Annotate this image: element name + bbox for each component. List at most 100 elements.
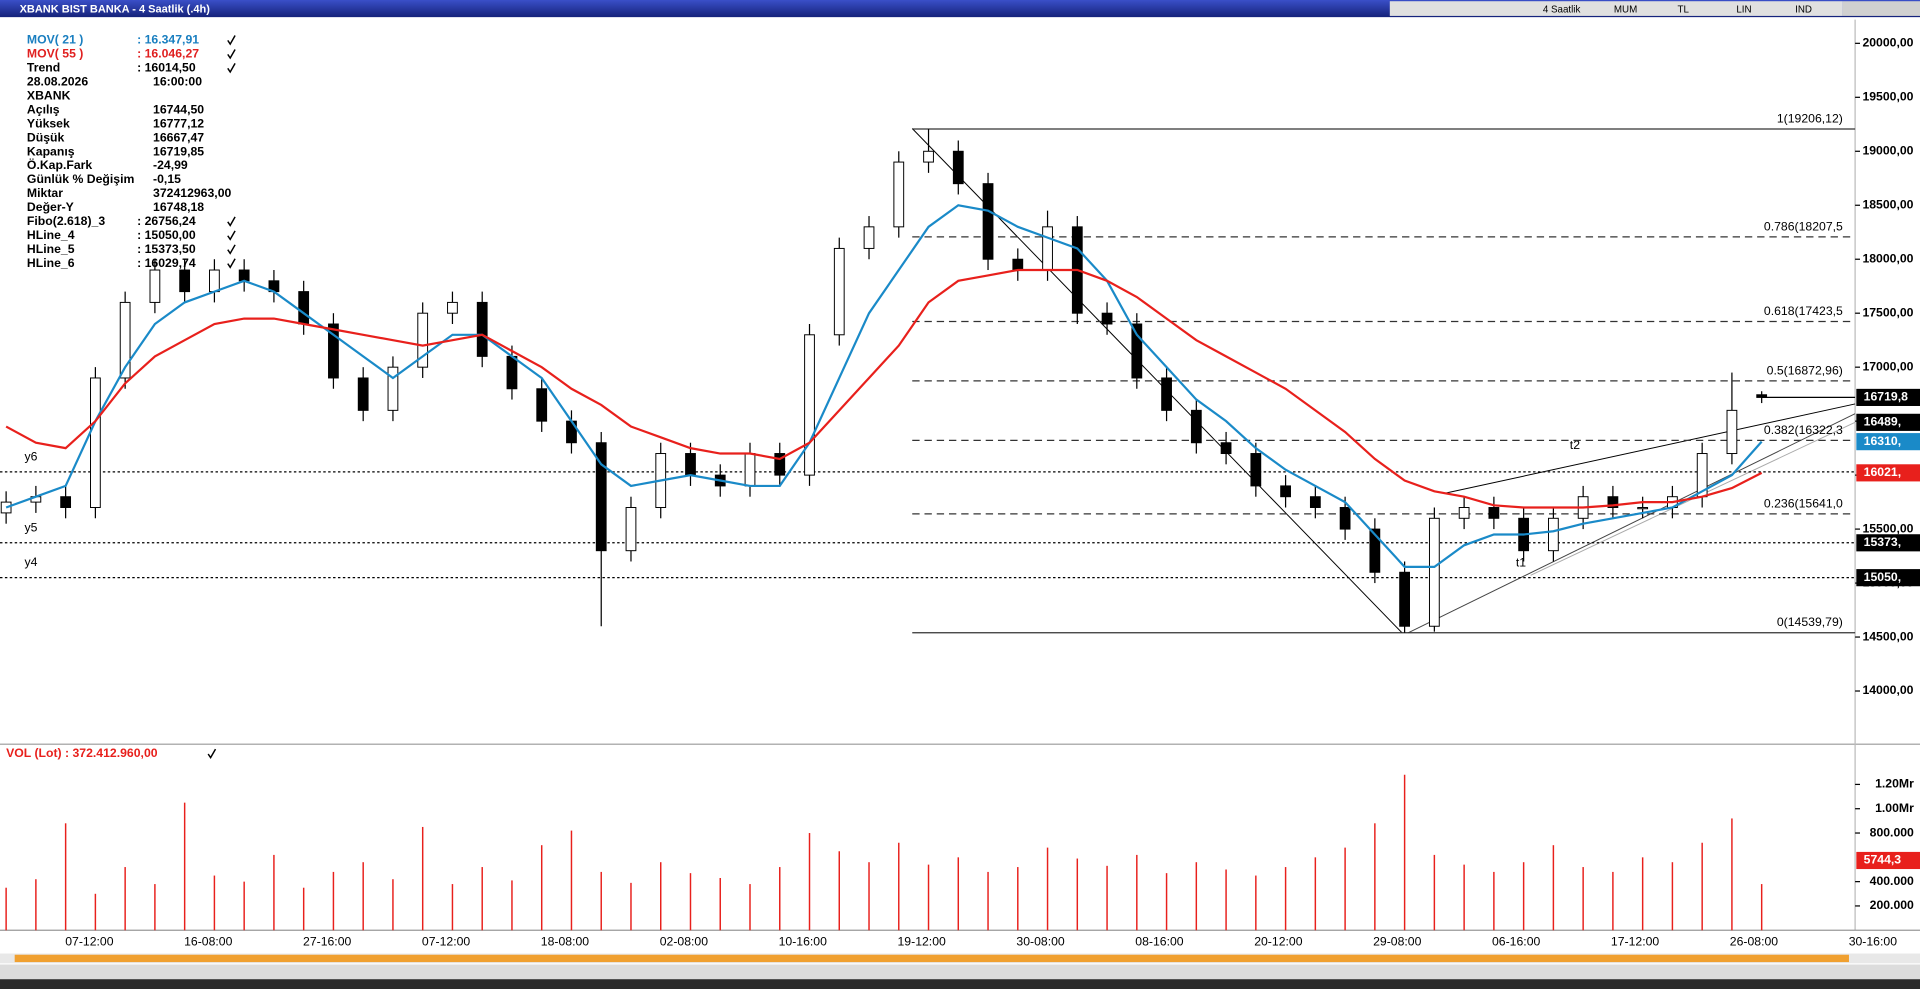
candle-body bbox=[1547, 517, 1559, 552]
annotation: t2 bbox=[1570, 438, 1580, 452]
candle-body bbox=[1161, 377, 1172, 411]
candle-body bbox=[804, 334, 815, 476]
fib-label: 0.236(15641,0 bbox=[1764, 496, 1843, 510]
price-tag bbox=[1856, 388, 1920, 406]
price-tag-label: 15373, bbox=[1864, 535, 1901, 549]
info-value: : 16029,74 bbox=[137, 256, 196, 270]
info-value: : 15373,50 bbox=[137, 242, 196, 256]
x-tick-label: 17-12:00 bbox=[1611, 935, 1660, 949]
toolbar-item[interactable]: LIN bbox=[1736, 4, 1751, 15]
candle-body bbox=[476, 301, 488, 357]
info-value: 16777,12 bbox=[153, 116, 204, 130]
candle-body bbox=[357, 377, 369, 411]
candle-body bbox=[1250, 453, 1262, 487]
candle-body bbox=[1101, 312, 1113, 325]
candle-body bbox=[1607, 496, 1619, 508]
candle-body bbox=[625, 507, 637, 552]
candle-body bbox=[149, 269, 161, 303]
candle-body bbox=[893, 161, 905, 228]
info-value: : 16014,50 bbox=[137, 61, 196, 75]
h-line-label: y6 bbox=[24, 449, 37, 463]
check-icon bbox=[227, 35, 236, 46]
info-label: MOV( 21 ) bbox=[27, 33, 83, 47]
candle-body bbox=[1220, 442, 1232, 455]
y-tick-label: 15500,00 bbox=[1862, 521, 1913, 535]
volume-tag-label: 5744,3 bbox=[1864, 853, 1902, 867]
info-label: Değer-Y bbox=[27, 200, 74, 214]
info-value: : 16.347,91 bbox=[137, 33, 199, 47]
x-tick-label: 06-16:00 bbox=[1492, 935, 1541, 949]
candle-body bbox=[744, 453, 756, 487]
price-tag-label: 16310, bbox=[1864, 434, 1901, 448]
candle-body bbox=[1369, 528, 1381, 573]
info-value: 372412963,00 bbox=[153, 186, 231, 200]
candle-body bbox=[1726, 409, 1738, 455]
info-label: Günlük % Değişim bbox=[27, 172, 135, 186]
h-line-label: y4 bbox=[24, 555, 37, 569]
candle-body bbox=[1280, 485, 1291, 498]
info-label: HLine_4 bbox=[27, 228, 75, 242]
candle-body bbox=[1458, 507, 1470, 519]
x-tick-label: 10-16:00 bbox=[779, 935, 828, 949]
candle-body bbox=[1042, 226, 1053, 271]
trend-line bbox=[1407, 413, 1856, 634]
info-label: Fibo(2.618)_3 bbox=[27, 214, 105, 228]
window-controls[interactable] bbox=[1842, 1, 1920, 16]
toolbar-item[interactable]: IND bbox=[1795, 4, 1812, 15]
candle-body bbox=[1488, 507, 1500, 519]
price-tag bbox=[1856, 534, 1920, 552]
price-tag-label: 16489, bbox=[1864, 415, 1901, 429]
trend-line bbox=[1444, 403, 1856, 494]
x-tick-label: 16-08:00 bbox=[184, 935, 233, 949]
check-icon bbox=[227, 216, 236, 227]
y-tick-label: 17000,00 bbox=[1862, 359, 1913, 373]
info-value: -0,15 bbox=[153, 172, 181, 186]
info-label: Miktar bbox=[27, 186, 63, 200]
y-tick-label: 14000,00 bbox=[1862, 683, 1913, 697]
info-value: : 15050,00 bbox=[137, 228, 196, 242]
candle-body bbox=[536, 388, 548, 422]
candle-body bbox=[863, 226, 875, 249]
toolbar-item[interactable]: TL bbox=[1678, 4, 1690, 15]
x-tick-label: 30-16:00 bbox=[1849, 935, 1898, 949]
candle-body bbox=[1339, 507, 1351, 530]
price-tag bbox=[1856, 433, 1920, 451]
fib-label: 0.786(18207,5 bbox=[1764, 219, 1843, 233]
candle-body bbox=[982, 183, 994, 260]
y-tick-label: 18500,00 bbox=[1862, 197, 1913, 211]
x-tick-label: 26-08:00 bbox=[1730, 935, 1779, 949]
y-tick-label: 20000,00 bbox=[1862, 36, 1913, 50]
candle-body bbox=[1131, 323, 1143, 379]
info-value: 16744,50 bbox=[153, 102, 204, 116]
toolbar-item[interactable]: MUM bbox=[1614, 4, 1637, 15]
price-tag-label: 15050, bbox=[1864, 570, 1901, 584]
info-value: 16667,47 bbox=[153, 130, 204, 144]
info-value: -24,99 bbox=[153, 158, 188, 172]
candle-body bbox=[685, 453, 696, 476]
toolbar-item[interactable]: 4 Saatlik bbox=[1543, 4, 1581, 15]
check-icon bbox=[227, 49, 236, 60]
candle-body bbox=[179, 269, 191, 293]
info-value: : 26756,24 bbox=[137, 214, 196, 228]
candle-body bbox=[417, 312, 429, 368]
check-icon bbox=[227, 258, 236, 269]
h-line-label: y5 bbox=[24, 520, 37, 534]
volume-title: VOL (Lot) : 372.412.960,00 bbox=[6, 746, 158, 760]
window-title: XBANK BIST BANKA - 4 Saatlik (.4h) bbox=[20, 4, 211, 16]
x-tick-label: 30-08:00 bbox=[1016, 935, 1065, 949]
check-icon bbox=[227, 230, 236, 241]
volume-tag bbox=[1856, 851, 1920, 870]
x-tick-label: 20-12:00 bbox=[1254, 935, 1303, 949]
candle-body bbox=[209, 269, 220, 293]
info-label: HLine_5 bbox=[27, 242, 75, 256]
x-tick-label: 07-12:00 bbox=[422, 935, 471, 949]
scroll-thumb[interactable] bbox=[14, 954, 1849, 963]
y-tick-label: 1.00Mr bbox=[1875, 801, 1914, 815]
x-tick-label: 07-12:00 bbox=[65, 935, 114, 949]
price-tag bbox=[1856, 413, 1920, 431]
candle-body bbox=[774, 453, 786, 476]
check-icon bbox=[227, 63, 236, 74]
moving-average bbox=[5, 268, 1763, 509]
